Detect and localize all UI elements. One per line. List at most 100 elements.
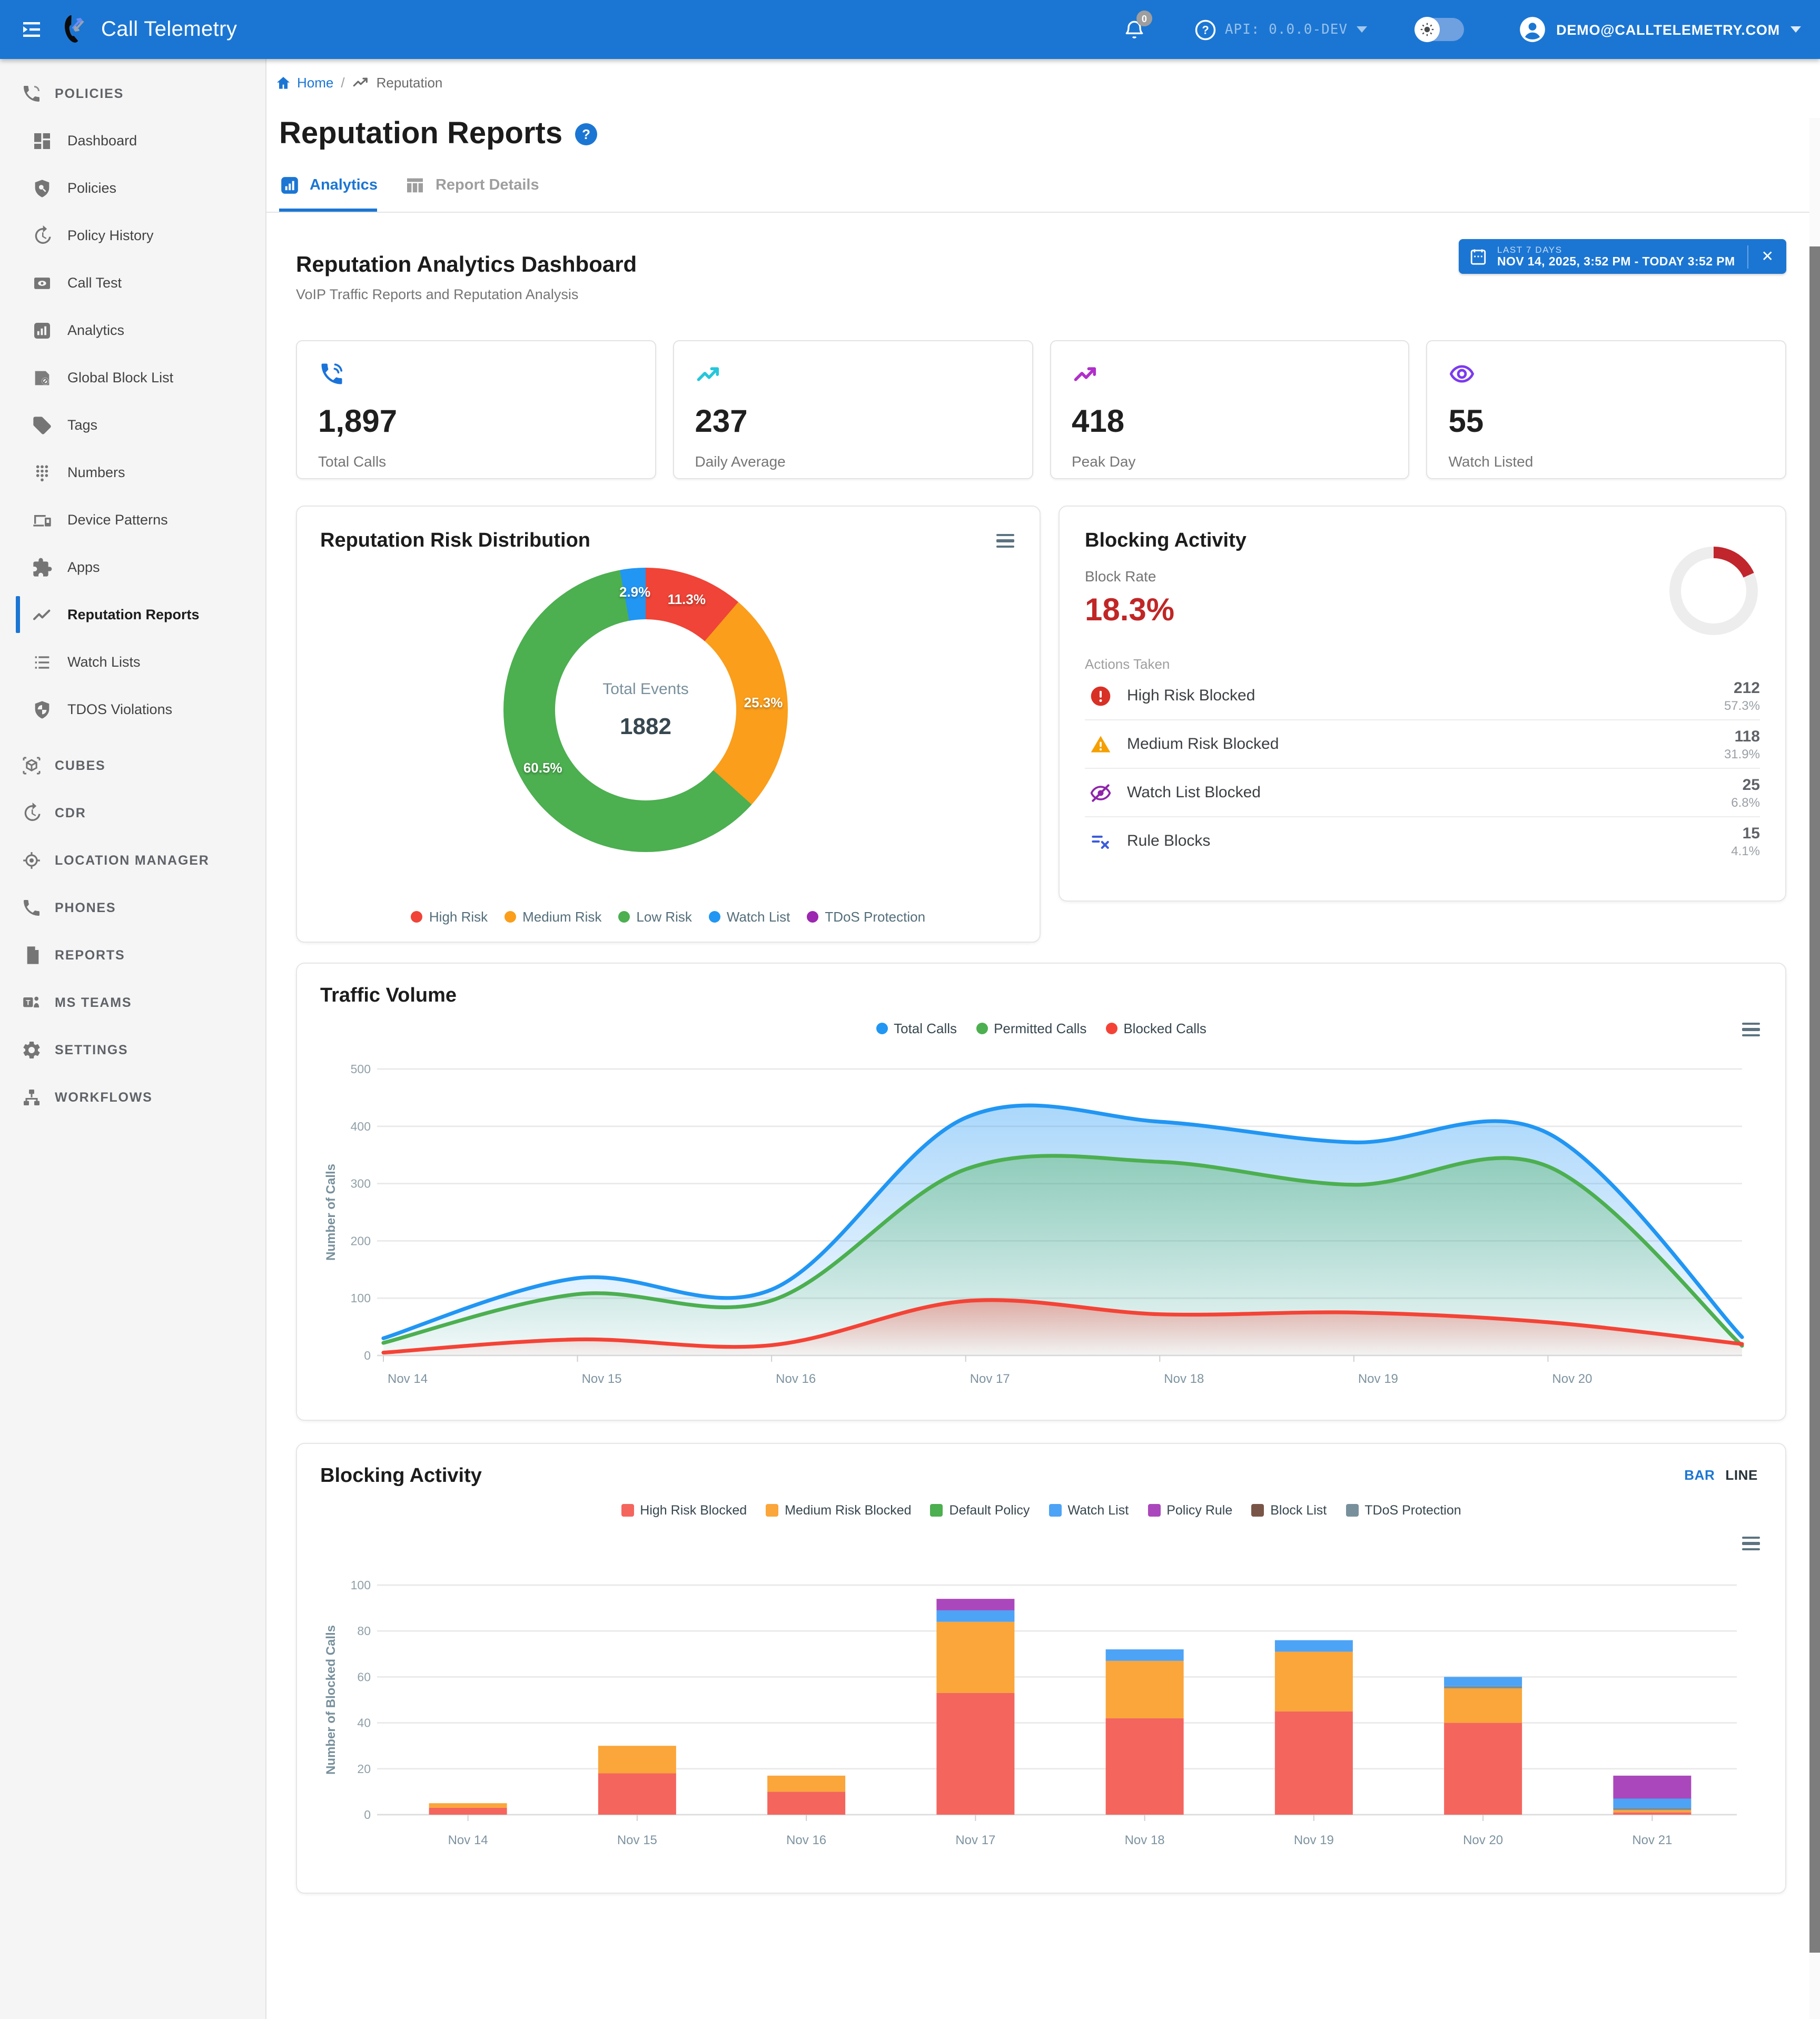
bar-nov-15-high-risk-blocked bbox=[598, 1773, 676, 1815]
legend-item-watch-list[interactable]: Watch List bbox=[708, 909, 790, 925]
action-value: 212 bbox=[1733, 679, 1760, 697]
history-icon bbox=[32, 225, 53, 246]
sidebar-item-call-test[interactable]: Call Test bbox=[0, 259, 265, 306]
sidebar-item-watch-lists[interactable]: Watch Lists bbox=[0, 638, 265, 686]
svg-text:300: 300 bbox=[351, 1177, 371, 1191]
sidebar-item-apps[interactable]: Apps bbox=[0, 543, 265, 591]
sidebar-item-device-patterns[interactable]: Device Patterns bbox=[0, 496, 265, 543]
legend-item-medium-risk[interactable]: Medium Risk bbox=[505, 909, 601, 925]
sidebar-section-cubes[interactable]: CUBES bbox=[0, 741, 265, 789]
page-help-icon[interactable]: ? bbox=[575, 123, 598, 145]
legend-item-total-calls[interactable]: Total Calls bbox=[876, 1021, 957, 1036]
sidebar-item-reputation-reports[interactable]: Reputation Reports bbox=[0, 591, 265, 638]
sidebar-collapse-button[interactable] bbox=[13, 11, 51, 48]
user-menu[interactable]: DEMO@CALLTELEMETRY.COM bbox=[1518, 16, 1801, 43]
date-range-chip[interactable]: LAST 7 DAYS NOV 14, 2025, 3:52 PM - TODA… bbox=[1459, 239, 1786, 274]
donut-label-medium-risk: 25.3% bbox=[744, 694, 783, 710]
bar-nov-18-watch-list bbox=[1105, 1649, 1184, 1661]
stat-cards-row: 1,897 Total Calls 237 Daily Average 418 Peak … bbox=[296, 340, 1786, 479]
bar-nov-20-tdos-protection bbox=[1444, 1686, 1522, 1689]
legend-item-tdos-protection[interactable]: TDoS Protection bbox=[1346, 1503, 1461, 1518]
svg-text:Nov 18: Nov 18 bbox=[1125, 1833, 1165, 1847]
puzzle-icon bbox=[32, 557, 53, 578]
sidebar-section-phones[interactable]: PHONES bbox=[0, 884, 265, 931]
analytics-tab-icon bbox=[279, 175, 300, 196]
chart-menu-icon[interactable] bbox=[1742, 1023, 1760, 1037]
legend-item-policy-rule[interactable]: Policy Rule bbox=[1148, 1503, 1232, 1518]
chart-menu-icon[interactable] bbox=[1742, 1537, 1760, 1551]
svg-text:Nov 17: Nov 17 bbox=[970, 1372, 1010, 1386]
sidebar-section-reports[interactable]: REPORTS bbox=[0, 931, 265, 978]
menu-indent-icon bbox=[19, 17, 44, 42]
legend-item-permitted-calls[interactable]: Permitted Calls bbox=[976, 1021, 1086, 1036]
policies-icon bbox=[21, 83, 42, 104]
block-list-icon bbox=[32, 367, 53, 388]
legend-item-watch-list[interactable]: Watch List bbox=[1049, 1503, 1129, 1518]
sidebar-item-numbers[interactable]: Numbers bbox=[0, 449, 265, 496]
svg-text:Nov 15: Nov 15 bbox=[617, 1833, 657, 1847]
block-rate-gauge bbox=[1669, 547, 1758, 635]
svg-text:Nov 20: Nov 20 bbox=[1552, 1372, 1592, 1386]
scrollbar-thumb[interactable] bbox=[1809, 246, 1820, 1953]
breadcrumb-current: Reputation bbox=[352, 74, 442, 92]
legend-item-default-policy[interactable]: Default Policy bbox=[930, 1503, 1030, 1518]
bar-nov-20-medium-risk-blocked bbox=[1444, 1688, 1522, 1723]
sidebar-item-tags[interactable]: Tags bbox=[0, 401, 265, 449]
bar-nov-19-high-risk-blocked bbox=[1274, 1711, 1353, 1815]
action-row-medium-risk-blocked: Medium Risk Blocked 118 31.9% bbox=[1085, 719, 1760, 768]
legend-item-tdos-protection[interactable]: TDoS Protection bbox=[807, 909, 925, 925]
svg-text:80: 80 bbox=[357, 1624, 371, 1638]
toggle-line-option[interactable]: LINE bbox=[1725, 1467, 1758, 1483]
sidebar-section-cdr[interactable]: CDR bbox=[0, 789, 265, 836]
stat-value: 237 bbox=[695, 404, 748, 439]
help-circle-icon: ? bbox=[1194, 18, 1216, 41]
svg-text:0: 0 bbox=[364, 1349, 371, 1362]
bar-nov-19-watch-list bbox=[1274, 1640, 1353, 1652]
user-email: DEMO@CALLTELEMETRY.COM bbox=[1556, 22, 1780, 37]
sidebar-item-dashboard[interactable]: Dashboard bbox=[0, 117, 265, 164]
sidebar-item-tdos-violations[interactable]: TDOS Violations bbox=[0, 686, 265, 733]
close-icon[interactable]: ✕ bbox=[1761, 248, 1774, 264]
sidebar-section-settings[interactable]: SETTINGS bbox=[0, 1026, 265, 1073]
actions-taken-list: High Risk Blocked 212 57.3% Medium Risk Blo… bbox=[1085, 672, 1760, 865]
svg-text:400: 400 bbox=[351, 1120, 371, 1133]
api-version-menu[interactable]: ? API: 0.0.0-DEV bbox=[1194, 18, 1367, 41]
trending-up-icon bbox=[1072, 360, 1388, 388]
bar-nov-18-high-risk-blocked bbox=[1105, 1718, 1184, 1815]
donut-label-low-risk: 60.5% bbox=[523, 759, 562, 776]
sidebar-section-policies[interactable]: POLICIES bbox=[0, 70, 265, 117]
legend-item-blocked-calls[interactable]: Blocked Calls bbox=[1105, 1021, 1206, 1036]
devices-icon bbox=[32, 509, 53, 530]
svg-text:Nov 21: Nov 21 bbox=[1632, 1833, 1672, 1847]
donut-label-high-risk: 11.3% bbox=[667, 591, 706, 607]
legend-item-low-risk[interactable]: Low Risk bbox=[618, 909, 692, 925]
chart-menu-icon[interactable] bbox=[996, 534, 1014, 548]
chart-type-toggle: BAR LINE bbox=[1684, 1467, 1758, 1483]
sidebar-section-location-manager[interactable]: LOCATION MANAGER bbox=[0, 836, 265, 884]
traffic-panel-title: Traffic Volume bbox=[320, 985, 457, 1007]
notifications-button[interactable]: 0 bbox=[1123, 11, 1152, 41]
legend-item-medium-risk-blocked[interactable]: Medium Risk Blocked bbox=[766, 1503, 912, 1518]
bar-nov-17-medium-risk-blocked bbox=[936, 1621, 1015, 1693]
blocking-panel-title: Blocking Activity bbox=[1085, 530, 1247, 552]
sidebar-section-workflows[interactable]: WORKFLOWS bbox=[0, 1073, 265, 1121]
risk-panel-title: Reputation Risk Distribution bbox=[320, 530, 590, 552]
sidebar-section-ms-teams[interactable]: T MS TEAMS bbox=[0, 978, 265, 1026]
action-value: 15 bbox=[1742, 824, 1760, 842]
tab-report-details[interactable]: Report Details bbox=[405, 175, 539, 212]
tab-analytics[interactable]: Analytics bbox=[279, 175, 378, 212]
sidebar-item-analytics[interactable]: Analytics bbox=[0, 306, 265, 354]
legend-item-block-list[interactable]: Block List bbox=[1251, 1503, 1327, 1518]
action-percent: 31.9% bbox=[1724, 746, 1760, 761]
breadcrumb-home-link[interactable]: Home bbox=[275, 74, 333, 91]
legend-item-high-risk[interactable]: High Risk bbox=[411, 909, 488, 925]
theme-toggle[interactable] bbox=[1414, 17, 1464, 42]
legend-item-high-risk-blocked[interactable]: High Risk Blocked bbox=[621, 1503, 747, 1518]
sidebar-item-policy-history[interactable]: Policy History bbox=[0, 212, 265, 259]
donut-label-watch-list: 2.9% bbox=[619, 584, 651, 600]
toggle-bar-option[interactable]: BAR bbox=[1684, 1467, 1715, 1483]
bar-nov-20-watch-list bbox=[1444, 1677, 1522, 1686]
sidebar-item-policies[interactable]: Policies bbox=[0, 164, 265, 212]
sidebar-item-global-block-list[interactable]: Global Block List bbox=[0, 354, 265, 401]
